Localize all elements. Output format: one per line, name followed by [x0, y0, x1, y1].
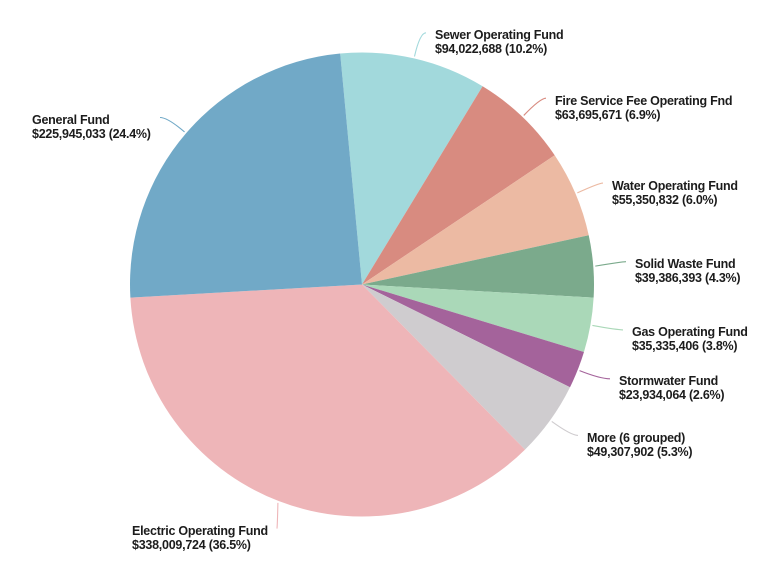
- slice-label-value: $94,022,688 (10.2%): [435, 42, 548, 57]
- slice-leader-line-7: [276, 502, 279, 529]
- slice-label-4: Gas Operating Fund $35,335,406 (3.8%): [632, 325, 748, 353]
- slice-label-value: $338,009,724 (36.5%): [132, 538, 251, 552]
- slice-label-name: Fire Service Fee Operating Fnd: [555, 93, 733, 108]
- slice-label-value: $225,945,033 (24.4%): [32, 126, 151, 141]
- slice-label-value: $55,350,832 (6.0%): [612, 192, 718, 207]
- slice-label-name: General Fund: [32, 112, 110, 127]
- slice-label-1: Fire Service Fee Operating Fnd $63,695,67…: [555, 93, 733, 122]
- slice-label-name: Sewer Operating Fund: [435, 28, 564, 43]
- pie-slice-1[interactable]: [362, 86, 555, 285]
- slice-label-name: Water Operating Fund: [612, 178, 738, 193]
- slice-label-2: Water Operating Fund $55,350,832 (6.0%): [612, 179, 738, 207]
- pie-slice-2[interactable]: [362, 155, 589, 285]
- slice-leader-line-5: [579, 370, 611, 380]
- slice-label-6: More (6 grouped) $49,307,902 (5.3%): [587, 430, 693, 459]
- slice-label-value: $39,386,393 (4.3%): [635, 271, 741, 286]
- slice-label-7: Electric Operating Fund $338,009,724 (36.…: [132, 524, 268, 552]
- slice-label-value: $63,695,671 (6.9%): [555, 107, 661, 122]
- slice-label-5: Stormwater Fund $23,934,064 (2.6%): [619, 374, 725, 403]
- slice-leader-line-8: [159, 116, 185, 133]
- slice-leader-line-3: [595, 261, 627, 267]
- pie-slice-6[interactable]: [362, 284, 571, 450]
- slice-label-value: $35,335,406 (3.8%): [632, 339, 738, 354]
- slice-label-3: Solid Waste Fund $39,386,393 (4.3%): [635, 257, 741, 286]
- pie-slice-4[interactable]: [362, 284, 594, 353]
- pie-slice-5[interactable]: [362, 284, 584, 388]
- slice-label-name: Solid Waste Fund: [635, 257, 736, 272]
- slice-label-name: Stormwater Fund: [619, 374, 719, 389]
- slice-label-value: $23,934,064 (2.6%): [619, 388, 725, 403]
- slice-label-0: Sewer Operating Fund $94,022,688 (10.2%): [435, 28, 564, 57]
- slice-label-name: Electric Operating Fund: [132, 524, 268, 538]
- slice-leader-line-2: [577, 182, 604, 194]
- slice-label-8: General Fund $225,945,033 (24.4%): [32, 113, 151, 141]
- pie-slice-3[interactable]: [362, 235, 595, 298]
- slice-label-name: More (6 grouped): [587, 430, 686, 445]
- slice-leader-line-0: [413, 32, 427, 57]
- slice-leader-line-6: [551, 421, 579, 436]
- pie-slice-0[interactable]: [340, 52, 483, 285]
- pie-slice-7[interactable]: [130, 284, 526, 517]
- slice-leader-line-4: [592, 324, 624, 331]
- slice-label-value: $49,307,902 (5.3%): [587, 444, 693, 459]
- slice-leader-line-1: [523, 97, 547, 116]
- pie-slice-8[interactable]: [129, 53, 362, 298]
- slice-label-name: Gas Operating Fund: [632, 325, 748, 340]
